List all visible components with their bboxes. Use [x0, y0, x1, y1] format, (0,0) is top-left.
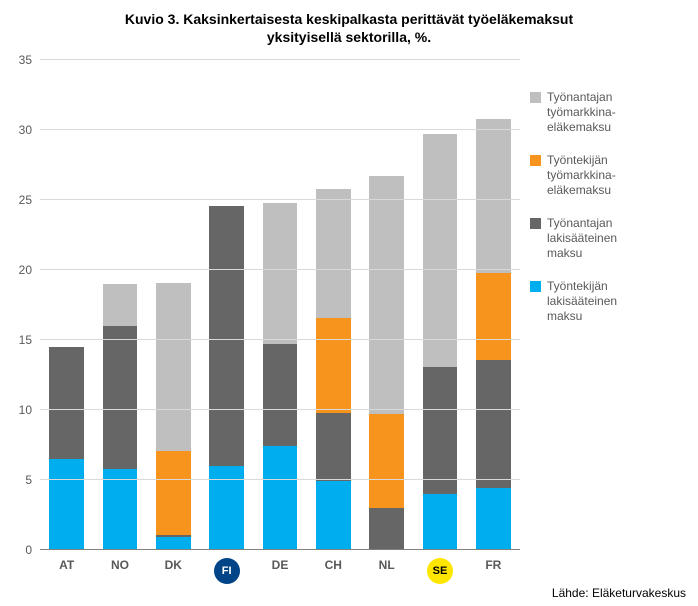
bar-segment	[423, 494, 458, 550]
bar-segment	[369, 508, 404, 550]
legend-label: Työnantajanlakisääteinenmaksu	[547, 216, 617, 261]
bar-segment	[103, 284, 138, 326]
bar-segment	[423, 367, 458, 494]
x-category-label: CH	[307, 558, 360, 572]
chart-container: Kuvio 3. Kaksinkertaisesta keskipalkasta…	[0, 0, 698, 606]
y-tick-label: 0	[25, 543, 32, 557]
chart-title-line1: Kuvio 3. Kaksinkertaisesta keskipalkasta…	[125, 11, 573, 27]
legend-item: Työnantajanlakisääteinenmaksu	[530, 216, 690, 261]
y-tick-label: 25	[19, 193, 32, 207]
y-tick-label: 30	[19, 123, 32, 137]
gridline	[40, 339, 520, 340]
bar-group	[209, 60, 244, 550]
axis-baseline	[40, 549, 520, 550]
y-tick-label: 15	[19, 333, 32, 347]
bar-segment	[423, 134, 458, 366]
bar-segment	[156, 535, 191, 538]
bar-segment	[209, 206, 244, 466]
bar-segment	[49, 347, 84, 459]
bar-group	[369, 60, 404, 550]
bar-group	[156, 60, 191, 550]
legend-swatch	[530, 92, 541, 103]
x-category-label: FI	[200, 558, 253, 584]
plot-area: 05101520253035ATNODKFIDECHNLSEFR	[40, 60, 520, 550]
bar-group	[49, 60, 84, 550]
bar-segment	[156, 283, 191, 451]
bars-layer	[40, 60, 520, 550]
bar-group	[476, 60, 511, 550]
y-tick-label: 5	[25, 473, 32, 487]
bar-group	[423, 60, 458, 550]
bar-segment	[103, 326, 138, 469]
bar-segment	[263, 446, 298, 550]
gridline	[40, 409, 520, 410]
bar-segment	[476, 273, 511, 360]
chart-title: Kuvio 3. Kaksinkertaisesta keskipalkasta…	[0, 10, 698, 46]
bar-segment	[369, 176, 404, 414]
bar-segment	[156, 451, 191, 535]
bar-group	[103, 60, 138, 550]
bar-segment	[476, 488, 511, 550]
y-tick-label: 35	[19, 53, 32, 67]
gridline	[40, 59, 520, 60]
legend-swatch	[530, 281, 541, 292]
gridline	[40, 479, 520, 480]
legend-item: Työnantajantyömarkkina-eläkemaksu	[530, 90, 690, 135]
bar-group	[316, 60, 351, 550]
x-category-highlight: SE	[427, 558, 453, 584]
legend: Työnantajantyömarkkina-eläkemaksu Työntek…	[530, 90, 690, 342]
bar-segment	[316, 413, 351, 482]
y-tick-label: 20	[19, 263, 32, 277]
chart-title-line2: yksityisellä sektorilla, %.	[267, 29, 431, 45]
bar-segment	[316, 189, 351, 318]
bar-segment	[263, 203, 298, 344]
x-category-highlight: FI	[214, 558, 240, 584]
bar-segment	[476, 119, 511, 273]
bar-group	[263, 60, 298, 550]
y-tick-label: 10	[19, 403, 32, 417]
legend-swatch	[530, 155, 541, 166]
legend-label: Työntekijänlakisääteinenmaksu	[547, 279, 617, 324]
legend-label: Työntekijäntyömarkkina-eläkemaksu	[547, 153, 616, 198]
x-category-label: DE	[253, 558, 306, 572]
bar-segment	[49, 459, 84, 550]
bar-segment	[369, 414, 404, 508]
x-category-label: NO	[93, 558, 146, 572]
gridline	[40, 199, 520, 200]
bar-segment	[263, 344, 298, 446]
legend-item: Työntekijänlakisääteinenmaksu	[530, 279, 690, 324]
gridline	[40, 129, 520, 130]
x-category-label: NL	[360, 558, 413, 572]
x-category-label: SE	[413, 558, 466, 584]
gridline	[40, 269, 520, 270]
x-category-label: AT	[40, 558, 93, 572]
legend-swatch	[530, 218, 541, 229]
bar-segment	[103, 469, 138, 550]
source-label: Lähde: Eläketurvakeskus	[552, 586, 686, 600]
legend-item: Työntekijäntyömarkkina-eläkemaksu	[530, 153, 690, 198]
legend-label: Työnantajantyömarkkina-eläkemaksu	[547, 90, 616, 135]
bar-segment	[316, 481, 351, 550]
x-category-label: FR	[467, 558, 520, 572]
x-category-label: DK	[147, 558, 200, 572]
bar-segment	[476, 360, 511, 489]
bar-segment	[316, 318, 351, 413]
